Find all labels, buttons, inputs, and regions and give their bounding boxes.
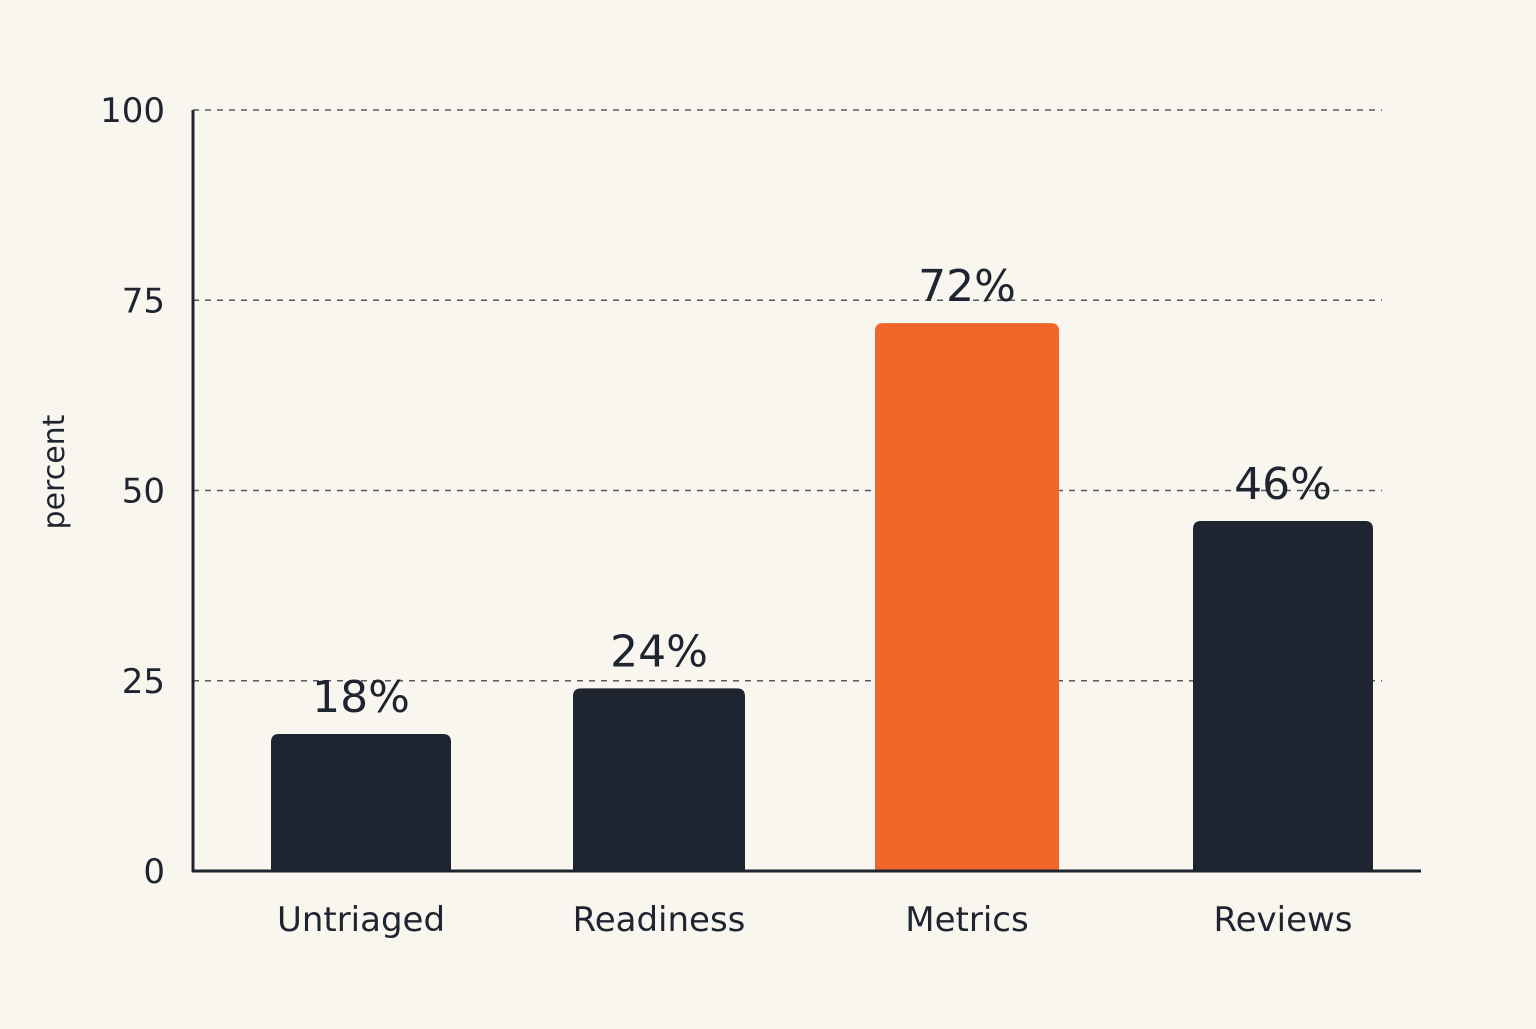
y-tick-label: 25: [122, 662, 165, 702]
y-tick-label: 100: [100, 91, 165, 131]
y-axis-title: percent: [37, 414, 72, 529]
y-tick-label: 75: [122, 281, 165, 321]
data-label-readiness: 24%: [610, 626, 708, 677]
x-tick-label-untriaged: Untriaged: [277, 900, 445, 940]
x-tick-labels: Untriaged Readiness Metrics Reviews: [277, 900, 1353, 940]
bar-readiness: [573, 688, 745, 871]
bar-metrics: [875, 323, 1059, 872]
x-tick-label-reviews: Reviews: [1213, 900, 1352, 940]
axes: [191, 110, 1421, 873]
y-tick-label: 50: [122, 472, 165, 512]
data-label-metrics: 72%: [918, 261, 1016, 312]
bar-reviews: [1193, 520, 1373, 871]
y-tick-labels: 0 25 50 75 100: [100, 91, 165, 892]
bar-untriaged: [271, 734, 451, 871]
data-label-reviews: 46%: [1234, 459, 1332, 510]
bars: [271, 323, 1373, 872]
x-tick-label-metrics: Metrics: [905, 900, 1028, 940]
y-tick-label: 0: [143, 852, 165, 892]
data-label-untriaged: 18%: [312, 672, 410, 723]
x-tick-label-readiness: Readiness: [573, 900, 746, 940]
data-labels: 18% 24% 72% 46%: [312, 261, 1332, 723]
